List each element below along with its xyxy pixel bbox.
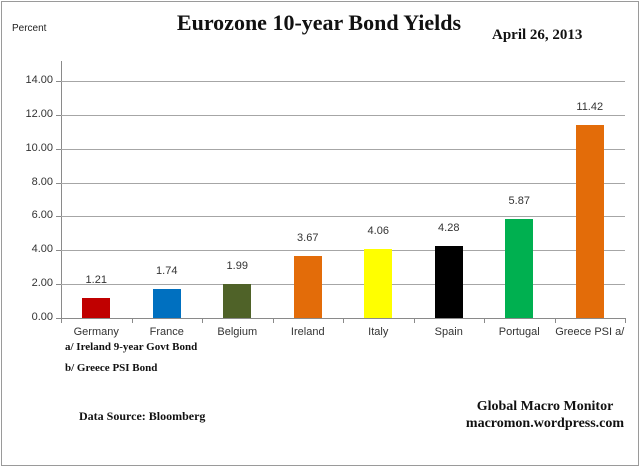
gridline [61, 114, 625, 116]
bar-germany [82, 297, 111, 318]
y-tick-label: 12.00 [25, 107, 53, 120]
gridline [61, 284, 625, 286]
bar-value-label: 5.87 [508, 194, 530, 207]
x-tick [554, 318, 556, 323]
plot-area: 0.00 2.00 4.00 6.00 8.00 10.00 12.00 14.00 1.21 G… [25, 61, 626, 338]
y-tick-label: 2.00 [31, 277, 53, 290]
y-tick [56, 250, 61, 252]
y-tick-label: 10.00 [25, 141, 53, 154]
x-tick [625, 318, 626, 323]
category-label: Greece PSI a/ [555, 326, 625, 338]
category-label: Germany [73, 326, 119, 338]
gridline [61, 81, 625, 82]
category-label: Italy [368, 326, 389, 338]
gridline [61, 216, 625, 218]
y-tick-label: 14.00 [25, 74, 53, 86]
bar-value-label: 11.42 [576, 100, 604, 113]
bar-value-label: 4.06 [367, 225, 389, 238]
brand-url: macromon.wordpress.com [465, 416, 625, 431]
x-tick [413, 318, 415, 323]
gridline [61, 148, 625, 150]
footnote-a: a/ Ireland 9-year Govt Bond [65, 341, 198, 353]
chart-date: April 26, 2013 [492, 27, 583, 43]
y-tick [56, 216, 61, 218]
gridline [61, 182, 625, 184]
category-label: France [149, 326, 184, 338]
y-tick [56, 81, 61, 82]
bar-value-label: 1.99 [226, 260, 248, 273]
x-tick [61, 318, 62, 323]
category-label: Spain [434, 326, 463, 338]
data-source: Data Source: Bloomberg [79, 409, 206, 423]
bar-value-label: 3.67 [297, 231, 319, 244]
y-tick [56, 318, 61, 319]
y-axis [61, 61, 62, 319]
bar-belgium [223, 284, 252, 318]
y-tick-label: 0.00 [31, 311, 53, 323]
bar-value-label: 1.21 [85, 273, 107, 286]
y-tick [56, 148, 61, 150]
x-tick [343, 318, 344, 323]
x-tick [131, 318, 133, 323]
category-label: Belgium [217, 326, 258, 338]
brand-block: Global Macro Monitor macromon.wordpress.… [455, 398, 635, 432]
y-tick-label: 4.00 [31, 243, 53, 256]
y-tick [56, 284, 61, 286]
bar-greece-psi-a [575, 124, 604, 318]
gridline [61, 250, 625, 252]
x-tick [272, 318, 274, 323]
footnote-b: b/ Greece PSI Bond [65, 362, 158, 374]
y-tick-label: 6.00 [31, 209, 53, 222]
category-label: Portugal [498, 326, 540, 338]
x-tick [202, 318, 203, 323]
y-tick [56, 114, 61, 116]
bar-spain [434, 245, 463, 318]
y-tick [56, 182, 61, 184]
chart-title: Eurozone 10-year Bond Yields [176, 10, 462, 35]
bar-value-label: 4.28 [438, 221, 460, 234]
y-tick-label: 8.00 [31, 175, 53, 188]
brand-name: Global Macro Monitor [476, 399, 614, 414]
bar-portugal [505, 218, 534, 318]
category-label: Ireland [290, 326, 325, 338]
bar-italy [364, 249, 393, 318]
bar-france [152, 288, 181, 318]
bar-ireland [293, 255, 322, 318]
y-axis-unit-label: Percent [12, 23, 47, 34]
bar-value-label: 1.74 [156, 264, 178, 277]
x-tick [484, 318, 485, 323]
